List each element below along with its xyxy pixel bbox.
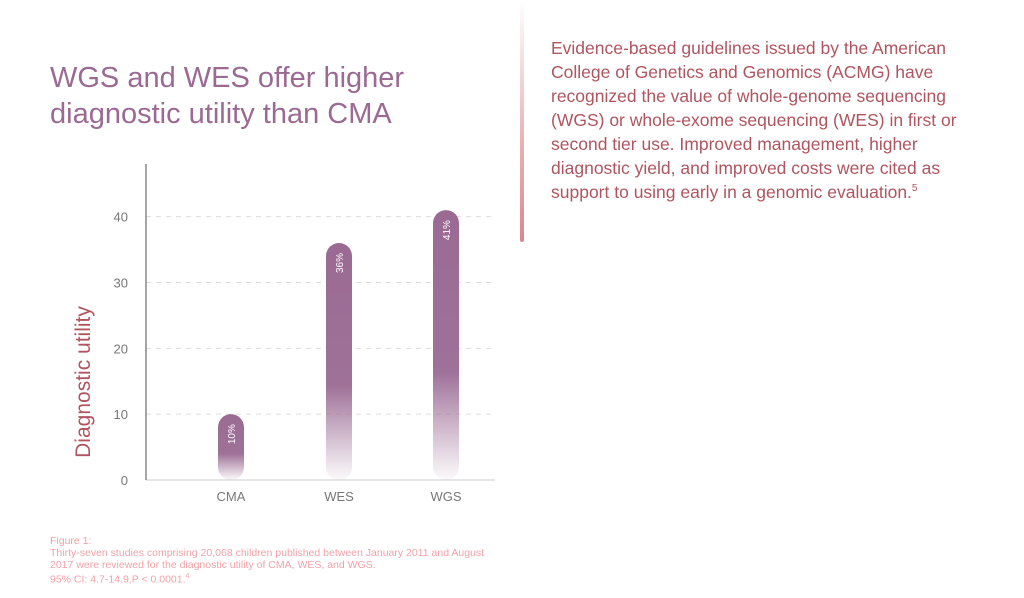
caption-line1: Thirty-seven studies comprising 20,068 c… (50, 547, 485, 571)
description-text: Evidence-based guidelines issued by the … (551, 38, 957, 202)
bar-wes (326, 243, 352, 480)
figure-caption: Figure 1: Thirty-seven studies comprisin… (50, 535, 510, 586)
bar-cma (218, 414, 244, 480)
x-tick-label: WES (324, 489, 354, 504)
footnote-ref: 5 (911, 183, 918, 195)
description-paragraph: Evidence-based guidelines issued by the … (551, 36, 1001, 204)
caption-ref: 4 (185, 573, 190, 580)
data-label: 36% (335, 253, 346, 273)
bar-wgs (433, 210, 459, 481)
y-tick-label: 0 (121, 473, 128, 488)
caption-line2: 95% CI: 4.7-14.9,P < 0.0001. (50, 573, 186, 586)
y-tick-label: 30 (114, 276, 128, 291)
caption-label: Figure 1: (50, 535, 92, 547)
bar-chart: 0 10 20 30 40 10% CMA 36% WES 41% WGS Diagnostic u… (72, 164, 495, 504)
y-tick-label: 20 (114, 341, 128, 356)
data-label: 41% (442, 220, 453, 240)
x-tick-label: CMA (217, 489, 246, 504)
vertical-divider (520, 0, 524, 242)
page-title: WGS and WES offer higher diagnostic util… (50, 62, 405, 130)
y-tick-label: 40 (114, 210, 128, 225)
x-tick-label: WGS (430, 489, 461, 504)
y-tick-label: 10 (114, 407, 128, 422)
data-label: 10% (227, 424, 238, 444)
y-axis-label: Diagnostic utility (72, 306, 95, 458)
caption-line2-wrap: 95% CI: 4.7-14.9,P < 0.0001.4 (50, 571, 510, 586)
